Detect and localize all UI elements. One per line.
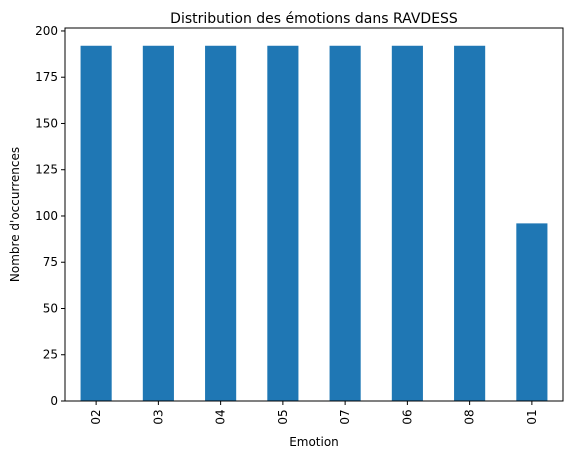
y-tick-label: 125 bbox=[35, 163, 58, 177]
x-tick-label: 03 bbox=[151, 409, 165, 424]
y-tick-label: 75 bbox=[43, 255, 58, 269]
bar-02 bbox=[80, 45, 112, 402]
y-tick-label: 25 bbox=[43, 348, 58, 362]
chart-title: Distribution des émotions dans RAVDESS bbox=[170, 11, 458, 27]
x-axis-label: Emotion bbox=[289, 435, 339, 449]
bar-03 bbox=[142, 45, 174, 402]
x-tick-label: 06 bbox=[400, 409, 414, 424]
bar-08 bbox=[454, 45, 486, 402]
y-axis-label: Nombre d'occurrences bbox=[8, 147, 22, 282]
y-tick-label: 200 bbox=[35, 24, 58, 38]
bar-05 bbox=[267, 45, 299, 402]
x-tick-label: 01 bbox=[525, 409, 539, 424]
x-tick-label: 08 bbox=[463, 409, 477, 424]
y-tick-label: 0 bbox=[50, 394, 58, 408]
x-tick-label: 04 bbox=[214, 409, 228, 424]
x-tick-label: 07 bbox=[338, 409, 352, 424]
y-tick-label: 175 bbox=[35, 70, 58, 84]
y-tick-label: 150 bbox=[35, 116, 58, 130]
bar-04 bbox=[205, 45, 237, 402]
bars-group bbox=[80, 45, 548, 402]
y-tick-label: 50 bbox=[43, 301, 58, 315]
bar-01 bbox=[516, 223, 548, 401]
x-tick-label: 05 bbox=[276, 409, 290, 424]
plot-frame bbox=[64, 27, 564, 402]
bar-06 bbox=[391, 45, 423, 402]
x-tick-label: 02 bbox=[89, 409, 103, 424]
y-axis-ticks: 0 25 50 75 100 125 150 175 200 bbox=[35, 24, 65, 408]
y-tick-label: 100 bbox=[35, 209, 58, 223]
bar-07 bbox=[329, 45, 361, 402]
x-axis-ticks: 02 03 04 05 07 06 08 01 bbox=[89, 401, 539, 425]
